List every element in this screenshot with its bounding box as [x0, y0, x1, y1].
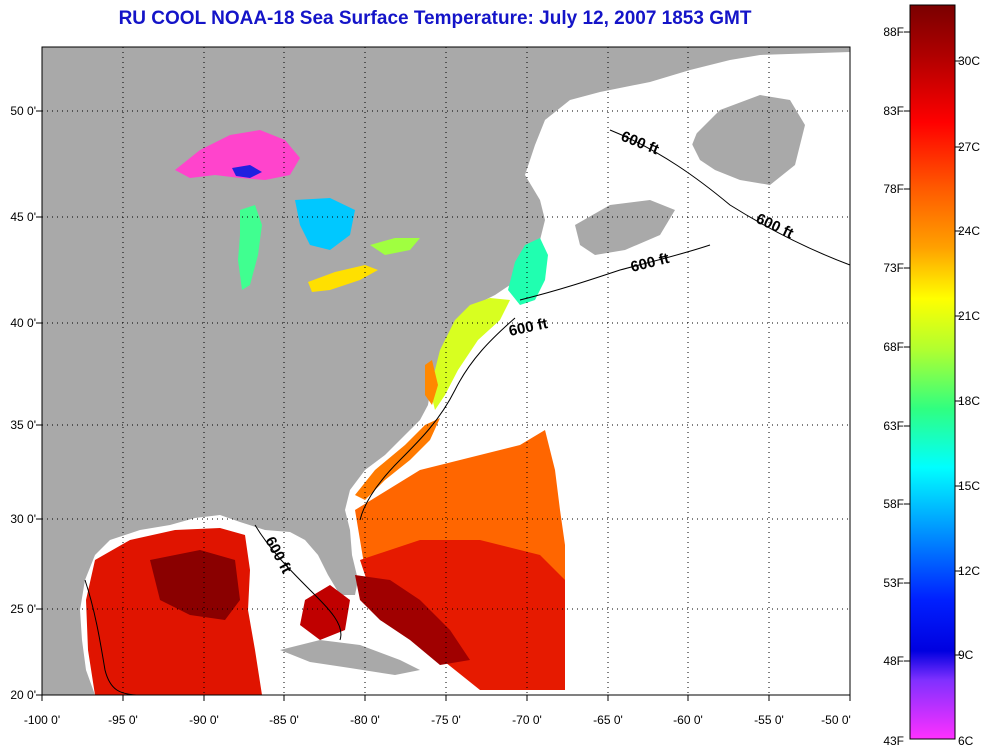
sst-mid-atlantic	[430, 298, 510, 410]
colorbar-c-label: 15C	[958, 479, 980, 493]
land-cuba	[280, 640, 420, 675]
lat-label: 30 0'	[10, 512, 36, 526]
colorbar-f-label: 48F	[883, 654, 904, 668]
sst-bahamas-hot	[355, 575, 470, 665]
lat-label: 20 0'	[10, 688, 36, 702]
graticule	[42, 47, 850, 695]
colorbar-c-label: 27C	[958, 140, 980, 154]
colorbar-f-label: 53F	[883, 576, 904, 590]
lake-huron	[295, 198, 355, 250]
lon-label: -60 0'	[673, 713, 703, 727]
lake-erie	[308, 265, 378, 292]
map-title: RU COOL NOAA-18 Sea Surface Temperature:…	[118, 8, 752, 29]
colorbar-f-label: 78F	[883, 182, 904, 196]
colorbar-c-label: 18C	[958, 394, 980, 408]
land-newfoundland	[690, 95, 805, 185]
lake-ontario	[370, 238, 420, 255]
lon-label: -95 0'	[108, 713, 138, 727]
lon-label: -80 0'	[350, 713, 380, 727]
lat-label: 40 0'	[10, 316, 36, 330]
land-nova-scotia	[575, 200, 675, 255]
colorbar-f-label: 88F	[883, 25, 904, 39]
colorbar-c-label: 12C	[958, 564, 980, 578]
colorbar-c-label: 30C	[958, 54, 980, 68]
axis-ticks	[36, 110, 851, 701]
lat-label: 25 0'	[10, 602, 36, 616]
colorbar	[909, 4, 956, 740]
sst-gulf-of-maine	[508, 238, 548, 305]
lon-label: -90 0'	[189, 713, 219, 727]
lake-superior-cold	[232, 165, 262, 178]
colorbar-f-label: 58F	[883, 497, 904, 511]
sst-atlantic-warm	[360, 540, 565, 690]
sst-florida-straits	[300, 585, 350, 640]
sst-southeast-coast	[355, 418, 440, 500]
lon-label: -70 0'	[512, 713, 542, 727]
colorbar-c-label: 6C	[958, 734, 974, 748]
lat-label: 35 0'	[10, 418, 36, 432]
lake-superior	[175, 130, 300, 180]
sst-chesapeake	[425, 360, 438, 405]
lon-label: -85 0'	[269, 713, 299, 727]
lon-label: -65 0'	[593, 713, 623, 727]
colorbar-f-label: 68F	[883, 340, 904, 354]
lat-label: 45 0'	[10, 210, 36, 224]
colorbar-f-label: 63F	[883, 419, 904, 433]
colorbar-c-label: 21C	[958, 309, 980, 323]
colorbar-c-label: 9C	[958, 648, 974, 662]
lat-label: 50 0'	[10, 104, 36, 118]
colorbar-f-label: 83F	[883, 104, 904, 118]
colorbar-f-label: 73F	[883, 261, 904, 275]
lon-label: -55 0'	[754, 713, 784, 727]
lon-label: -100 0'	[24, 713, 60, 727]
lake-michigan	[238, 205, 262, 290]
gulf-st-lawrence	[545, 85, 700, 195]
lon-label: -75 0'	[431, 713, 461, 727]
colorbar-ticks	[904, 31, 961, 662]
colorbar-c-label: 24C	[958, 224, 980, 238]
sst-gulf-of-mexico	[86, 528, 262, 695]
colorbar-f-label: 43F	[883, 734, 904, 748]
lon-label: -50 0'	[821, 713, 851, 727]
sst-gulf-hot	[150, 550, 240, 620]
